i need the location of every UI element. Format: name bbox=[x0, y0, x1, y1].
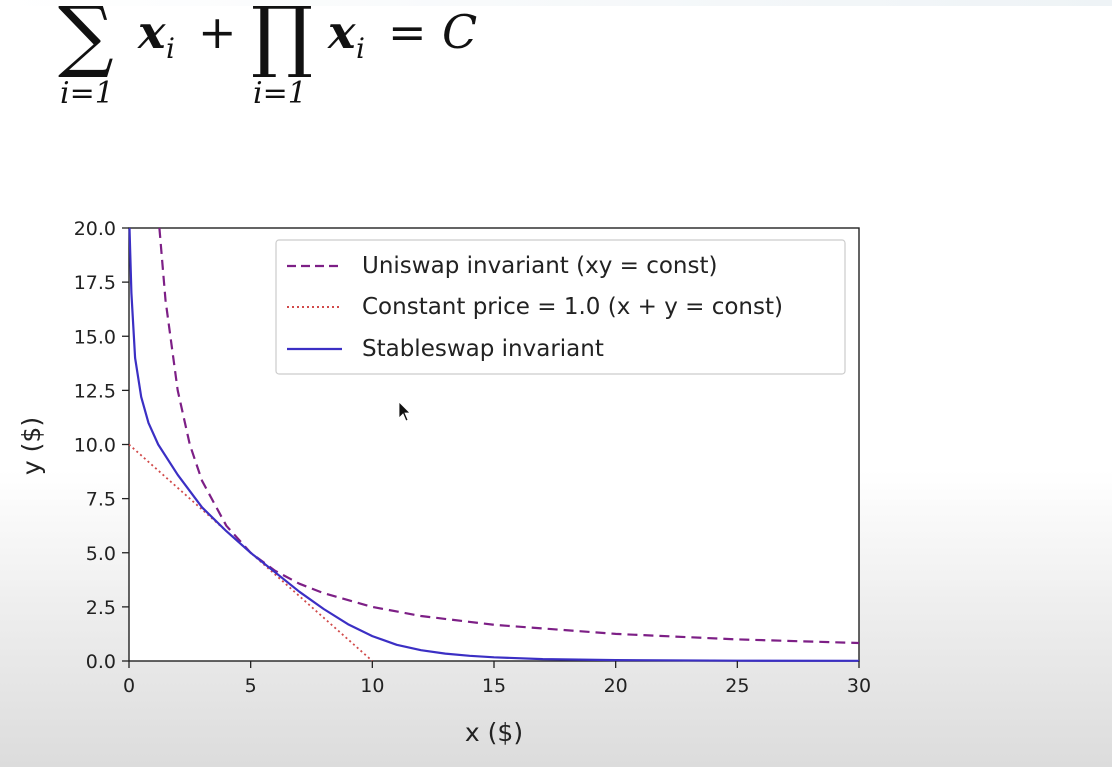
x-tick-label: 25 bbox=[725, 675, 749, 697]
x-tick-label: 30 bbox=[847, 675, 871, 697]
mouse-cursor-icon bbox=[398, 401, 411, 422]
prod-body: x bbox=[327, 5, 356, 59]
y-tick-label: 12.5 bbox=[74, 380, 116, 402]
legend: Uniswap invariant (xy = const) Constant … bbox=[275, 239, 846, 375]
y-tick-label: 17.5 bbox=[74, 272, 116, 294]
top-strip bbox=[0, 0, 1112, 6]
y-axis-label: y ($) bbox=[17, 417, 46, 475]
x-tick-label: 10 bbox=[360, 675, 384, 697]
sum-symbol: ∑ bbox=[58, 0, 114, 81]
legend-label-constant: Constant price = 1.0 (x + y = const) bbox=[362, 294, 783, 320]
sum-body: x bbox=[137, 5, 166, 59]
rhs-constant: C bbox=[442, 5, 477, 59]
uniswap-curve bbox=[158, 227, 860, 645]
prod-lower-limit: i=1 bbox=[253, 76, 307, 111]
ticks-layer: 0 5 10 15 20 25 30 0.0 2.5 5.0 7.5 10.0 12.5 15.0 17.5… bbox=[74, 218, 871, 697]
y-tick-label: 15.0 bbox=[74, 326, 116, 348]
prod-symbol: ∏ bbox=[251, 0, 313, 81]
x-tick-label: 5 bbox=[245, 675, 257, 697]
constant-price-line bbox=[128, 443, 373, 662]
sum-lower-limit: i=1 bbox=[60, 76, 114, 111]
series-layer bbox=[128, 227, 860, 662]
x-axis-label: x ($) bbox=[465, 718, 523, 747]
y-tick-label: 10.0 bbox=[74, 435, 116, 457]
x-tick-label: 0 bbox=[123, 675, 135, 697]
x-tick-label: 20 bbox=[604, 675, 628, 697]
stableswap-curve bbox=[128, 227, 860, 662]
y-tick-label: 2.5 bbox=[86, 597, 116, 619]
equals-sign: = bbox=[388, 5, 427, 59]
y-tick-label: 20.0 bbox=[74, 218, 116, 240]
prod-sub: i bbox=[356, 32, 365, 65]
plus-sign: + bbox=[198, 5, 237, 59]
formula: ∑ x i + ∏ x i = C i=1 i=1 bbox=[58, 0, 477, 111]
legend-label-uniswap: Uniswap invariant (xy = const) bbox=[362, 253, 717, 279]
legend-box bbox=[275, 239, 846, 375]
sum-sub: i bbox=[166, 32, 175, 65]
y-tick-label: 7.5 bbox=[86, 489, 116, 511]
legend-label-stableswap: Stableswap invariant bbox=[362, 336, 604, 362]
x-tick-label: 15 bbox=[482, 675, 506, 697]
y-tick-label: 0.0 bbox=[86, 651, 116, 673]
y-tick-label: 5.0 bbox=[86, 543, 116, 565]
